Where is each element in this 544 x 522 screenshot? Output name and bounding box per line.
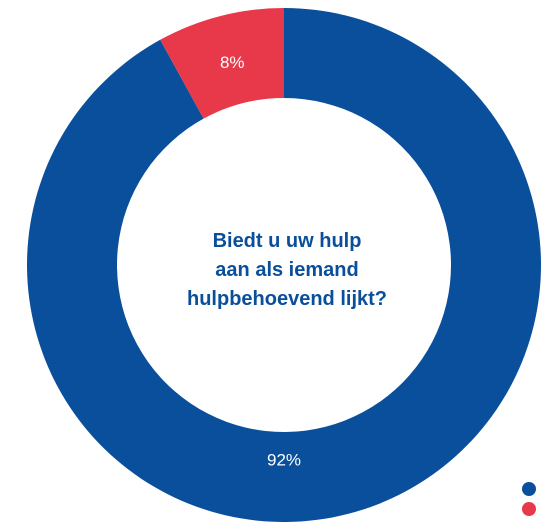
- legend: [522, 482, 538, 522]
- chart-title: Biedt u uw hulp aan als iemand hulpbehoe…: [137, 227, 437, 314]
- chart-title-line-2: aan als iemand: [215, 259, 359, 281]
- chart-title-line-1: Biedt u uw hulp: [212, 230, 362, 252]
- legend-dot-series-2: [522, 502, 536, 516]
- chart-title-line-3: hulpbehoevend lijkt?: [186, 288, 387, 310]
- slice-label-1: 92%: [267, 450, 301, 469]
- donut-slice-2: [160, 8, 284, 119]
- donut-slice-1: [26, 8, 542, 522]
- slice-label-2: 8%: [220, 53, 245, 72]
- legend-dot-series-1: [522, 482, 536, 496]
